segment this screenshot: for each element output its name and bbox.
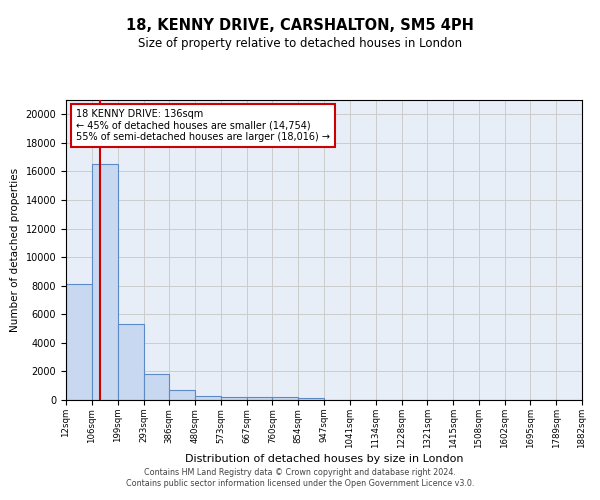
Bar [118,324,143,400]
Bar [298,398,324,400]
Text: Contains HM Land Registry data © Crown copyright and database right 2024.
Contai: Contains HM Land Registry data © Crown c… [126,468,474,487]
Bar [195,396,221,400]
X-axis label: Distribution of detached houses by size in London: Distribution of detached houses by size … [185,454,463,464]
Bar [92,164,118,400]
Bar [169,390,195,400]
Bar [272,398,298,400]
Bar [66,284,92,400]
Y-axis label: Number of detached properties: Number of detached properties [10,168,20,332]
Text: 18, KENNY DRIVE, CARSHALTON, SM5 4PH: 18, KENNY DRIVE, CARSHALTON, SM5 4PH [126,18,474,32]
Bar [221,397,247,400]
Text: Size of property relative to detached houses in London: Size of property relative to detached ho… [138,38,462,51]
Text: 18 KENNY DRIVE: 136sqm
← 45% of detached houses are smaller (14,754)
55% of semi: 18 KENNY DRIVE: 136sqm ← 45% of detached… [76,109,331,142]
Bar [143,374,169,400]
Bar [247,397,272,400]
